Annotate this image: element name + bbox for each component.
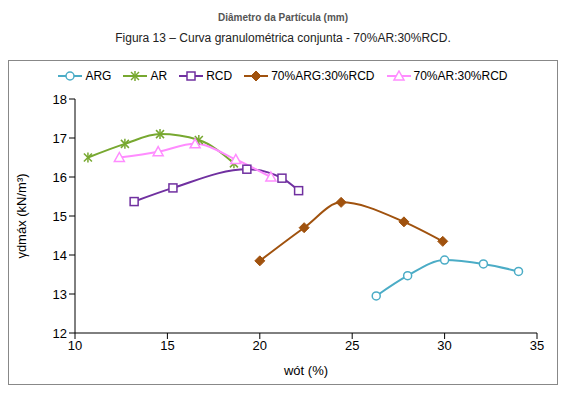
- svg-text:35: 35: [530, 338, 544, 353]
- svg-text:18: 18: [53, 92, 67, 107]
- svg-text:10: 10: [68, 338, 82, 353]
- html-text:RCD: RCD: [206, 69, 233, 83]
- html-text:Figura 13 – Curva granulométri: Figura 13 – Curva granulométrica conjunt…: [115, 31, 451, 45]
- html-text:AR: AR: [150, 69, 168, 83]
- svg-text:17: 17: [53, 131, 67, 146]
- svg-text:14: 14: [53, 248, 67, 263]
- svg-text:12: 12: [53, 326, 67, 341]
- html-text:70%AR:30%RCD: 70%AR:30%RCD: [413, 69, 508, 83]
- svg-text:13: 13: [53, 287, 67, 302]
- svg-text:15: 15: [160, 338, 174, 353]
- svg-text:wót (%): wót (%): [283, 363, 328, 378]
- html-text:70%ARG:30%RCD: 70%ARG:30%RCD: [271, 69, 375, 83]
- svg-text:15: 15: [53, 209, 67, 224]
- svg-text:30: 30: [437, 338, 451, 353]
- svg-text:16: 16: [53, 170, 67, 185]
- svg-text:25: 25: [345, 338, 359, 353]
- svg-text:20: 20: [253, 338, 267, 353]
- html-text:ARG: ARG: [85, 69, 112, 83]
- html-text:Diâmetro da Partícula (mm): Diâmetro da Partícula (mm): [218, 12, 348, 23]
- svg-text:γdmáx (kN/m³): γdmáx (kN/m³): [14, 173, 29, 258]
